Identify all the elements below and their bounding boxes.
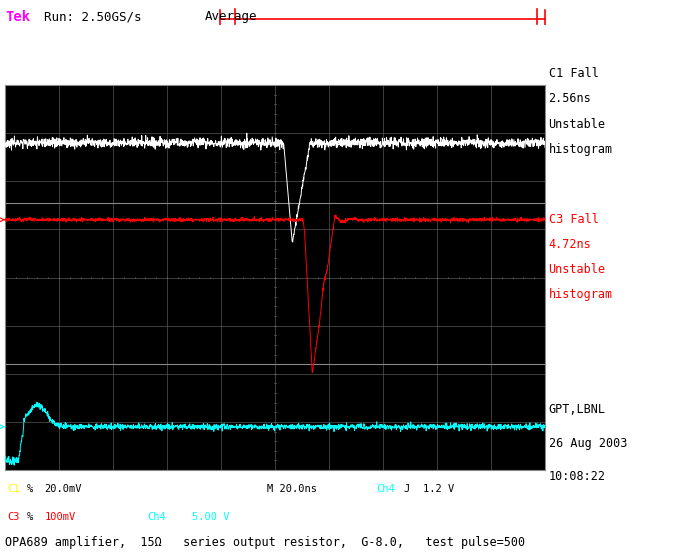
Text: 4.72ns: 4.72ns xyxy=(549,238,591,251)
Text: Ch4: Ch4 xyxy=(147,512,166,522)
Text: Tek: Tek xyxy=(5,10,31,24)
Text: 10:08:22: 10:08:22 xyxy=(549,470,605,483)
Text: Unstable: Unstable xyxy=(549,263,605,276)
Text: 20.0mV: 20.0mV xyxy=(44,484,82,494)
Text: histogram: histogram xyxy=(549,143,613,156)
Text: C1: C1 xyxy=(7,484,19,494)
Text: histogram: histogram xyxy=(549,288,613,301)
Text: GPT,LBNL: GPT,LBNL xyxy=(549,403,605,416)
Text: 26 Aug 2003: 26 Aug 2003 xyxy=(549,437,627,450)
Text: M 20.0ns: M 20.0ns xyxy=(267,484,317,494)
Text: Average: Average xyxy=(205,10,258,23)
Text: C3 Fall: C3 Fall xyxy=(549,213,598,226)
Text: 2.56ns: 2.56ns xyxy=(549,92,591,105)
Text: OPA689 amplifier,  15Ω   series output resistor,  G-8.0,   test pulse=500: OPA689 amplifier, 15Ω series output resi… xyxy=(5,536,525,549)
Text: %: % xyxy=(27,484,34,494)
Text: 5.00 V: 5.00 V xyxy=(192,512,229,522)
Text: Ch4: Ch4 xyxy=(376,484,395,494)
Text: %: % xyxy=(27,512,34,522)
Text: Run: 2.50GS/s: Run: 2.50GS/s xyxy=(44,10,142,23)
Text: 100mV: 100mV xyxy=(44,512,76,522)
Text: 1.2 V: 1.2 V xyxy=(423,484,454,494)
Text: J: J xyxy=(404,484,410,494)
Text: C1 Fall: C1 Fall xyxy=(549,67,598,80)
Text: Unstable: Unstable xyxy=(549,118,605,130)
Text: C3: C3 xyxy=(7,512,19,522)
